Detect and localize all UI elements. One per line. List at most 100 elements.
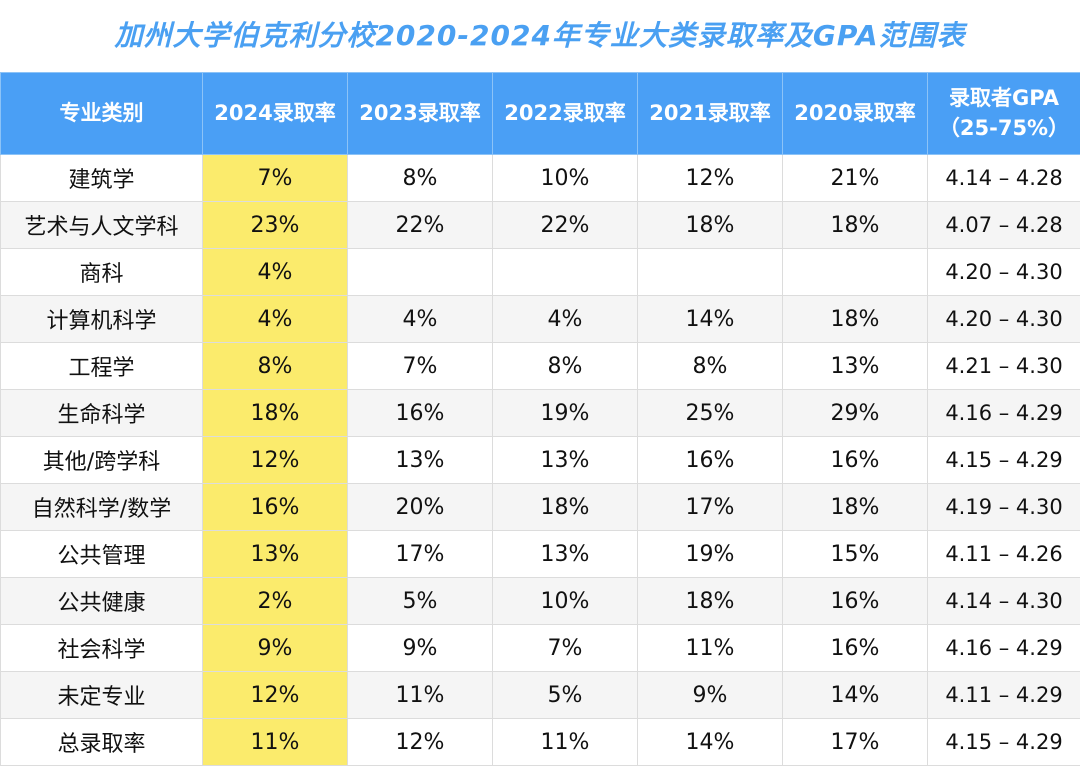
rate-2020-cell: 18%	[782, 483, 928, 531]
header-2021: 2021录取率	[637, 72, 783, 155]
table-row: 社会科学 9% 9% 7% 11% 16% 4.16 – 4.29	[0, 624, 1080, 672]
rate-2021-cell: 18%	[637, 577, 783, 625]
gpa-range-cell: 4.14 – 4.30	[927, 577, 1080, 625]
gpa-range-cell: 4.20 – 4.30	[927, 295, 1080, 343]
rate-2022-cell: 19%	[492, 389, 638, 437]
gpa-range-cell: 4.21 – 4.30	[927, 342, 1080, 390]
header-2020: 2020录取率	[782, 72, 928, 155]
rate-2022-cell: 18%	[492, 483, 638, 531]
rate-2024-cell: 23%	[202, 201, 348, 249]
major-cell: 未定专业	[0, 671, 203, 719]
rate-2024-cell: 8%	[202, 342, 348, 390]
rate-2021-cell: 14%	[637, 718, 783, 766]
rate-2020-cell: 16%	[782, 624, 928, 672]
rate-2020-cell: 29%	[782, 389, 928, 437]
rate-2020-cell: 14%	[782, 671, 928, 719]
rate-2020-cell: 21%	[782, 154, 928, 202]
rate-2024-cell: 7%	[202, 154, 348, 202]
major-cell: 其他/跨学科	[0, 436, 203, 484]
rate-2024-cell: 16%	[202, 483, 348, 531]
major-cell: 工程学	[0, 342, 203, 390]
gpa-range-cell: 4.15 – 4.29	[927, 436, 1080, 484]
rate-2021-cell: 17%	[637, 483, 783, 531]
table-row: 未定专业 12% 11% 5% 9% 14% 4.11 – 4.29	[0, 671, 1080, 719]
rate-2022-cell: 13%	[492, 436, 638, 484]
gpa-range-cell: 4.14 – 4.28	[927, 154, 1080, 202]
rate-2022-cell: 13%	[492, 530, 638, 578]
rate-2023-cell: 22%	[347, 201, 493, 249]
major-cell: 公共管理	[0, 530, 203, 578]
rate-2023-cell: 16%	[347, 389, 493, 437]
table-row: 艺术与人文学科 23% 22% 22% 18% 18% 4.07 – 4.28	[0, 201, 1080, 249]
header-gpa: 录取者GPA （25-75%）	[927, 72, 1080, 155]
header-gpa-line1: 录取者GPA	[949, 86, 1059, 111]
rate-2021-cell: 19%	[637, 530, 783, 578]
rate-2020-cell: 15%	[782, 530, 928, 578]
rate-2022-cell: 10%	[492, 154, 638, 202]
table-row: 自然科学/数学 16% 20% 18% 17% 18% 4.19 – 4.30	[0, 483, 1080, 531]
rate-2022-cell	[492, 248, 638, 296]
table-body: 建筑学 7% 8% 10% 12% 21% 4.14 – 4.28 艺术与人文学科 23% 22%…	[0, 154, 1080, 766]
rate-2024-cell: 13%	[202, 530, 348, 578]
gpa-range-cell: 4.11 – 4.26	[927, 530, 1080, 578]
gpa-range-cell: 4.19 – 4.30	[927, 483, 1080, 531]
table-row: 建筑学 7% 8% 10% 12% 21% 4.14 – 4.28	[0, 154, 1080, 202]
major-cell: 总录取率	[0, 718, 203, 766]
rate-2023-cell: 12%	[347, 718, 493, 766]
major-cell: 艺术与人文学科	[0, 201, 203, 249]
rate-2020-cell: 16%	[782, 577, 928, 625]
rate-2024-cell: 4%	[202, 248, 348, 296]
major-cell: 商科	[0, 248, 203, 296]
page-title: 加州大学伯克利分校2020-2024年专业大类录取率及GPA范围表	[114, 19, 966, 52]
admission-rate-table: 专业类别 2024录取率 2023录取率 2022录取率 2021录取率 202…	[0, 72, 1080, 766]
rate-2023-cell: 20%	[347, 483, 493, 531]
rate-2024-cell: 9%	[202, 624, 348, 672]
rate-2022-cell: 5%	[492, 671, 638, 719]
rate-2023-cell: 7%	[347, 342, 493, 390]
header-row: 专业类别 2024录取率 2023录取率 2022录取率 2021录取率 202…	[0, 72, 1080, 155]
rate-2024-cell: 2%	[202, 577, 348, 625]
rate-2023-cell: 9%	[347, 624, 493, 672]
table-row: 生命科学 18% 16% 19% 25% 29% 4.16 – 4.29	[0, 389, 1080, 437]
rate-2022-cell: 4%	[492, 295, 638, 343]
rate-2020-cell: 18%	[782, 295, 928, 343]
major-cell: 公共健康	[0, 577, 203, 625]
rate-2023-cell: 5%	[347, 577, 493, 625]
rate-2024-cell: 12%	[202, 436, 348, 484]
rate-2024-cell: 12%	[202, 671, 348, 719]
header-major: 专业类别	[0, 72, 203, 155]
gpa-range-cell: 4.16 – 4.29	[927, 389, 1080, 437]
rate-2021-cell: 12%	[637, 154, 783, 202]
rate-2021-cell: 8%	[637, 342, 783, 390]
rate-2020-cell	[782, 248, 928, 296]
gpa-range-cell: 4.11 – 4.29	[927, 671, 1080, 719]
rate-2021-cell: 11%	[637, 624, 783, 672]
rate-2021-cell: 9%	[637, 671, 783, 719]
rate-2021-cell	[637, 248, 783, 296]
rate-2020-cell: 17%	[782, 718, 928, 766]
rate-2024-cell: 4%	[202, 295, 348, 343]
rate-2020-cell: 16%	[782, 436, 928, 484]
rate-2021-cell: 18%	[637, 201, 783, 249]
table-row: 其他/跨学科 12% 13% 13% 16% 16% 4.15 – 4.29	[0, 436, 1080, 484]
major-cell: 建筑学	[0, 154, 203, 202]
header-2022: 2022录取率	[492, 72, 638, 155]
gpa-range-cell: 4.20 – 4.30	[927, 248, 1080, 296]
table-row: 商科 4% 4.20 – 4.30	[0, 248, 1080, 296]
rate-2021-cell: 14%	[637, 295, 783, 343]
gpa-range-cell: 4.07 – 4.28	[927, 201, 1080, 249]
header-2024: 2024录取率	[202, 72, 348, 155]
gpa-range-cell: 4.16 – 4.29	[927, 624, 1080, 672]
rate-2022-cell: 8%	[492, 342, 638, 390]
header-2023: 2023录取率	[347, 72, 493, 155]
table-row: 总录取率 11% 12% 11% 14% 17% 4.15 – 4.29	[0, 718, 1080, 766]
rate-2023-cell: 13%	[347, 436, 493, 484]
major-cell: 自然科学/数学	[0, 483, 203, 531]
rate-2022-cell: 10%	[492, 577, 638, 625]
rate-2020-cell: 18%	[782, 201, 928, 249]
rate-2022-cell: 22%	[492, 201, 638, 249]
rate-2023-cell: 4%	[347, 295, 493, 343]
gpa-range-cell: 4.15 – 4.29	[927, 718, 1080, 766]
rate-2024-cell: 11%	[202, 718, 348, 766]
rate-2023-cell: 11%	[347, 671, 493, 719]
